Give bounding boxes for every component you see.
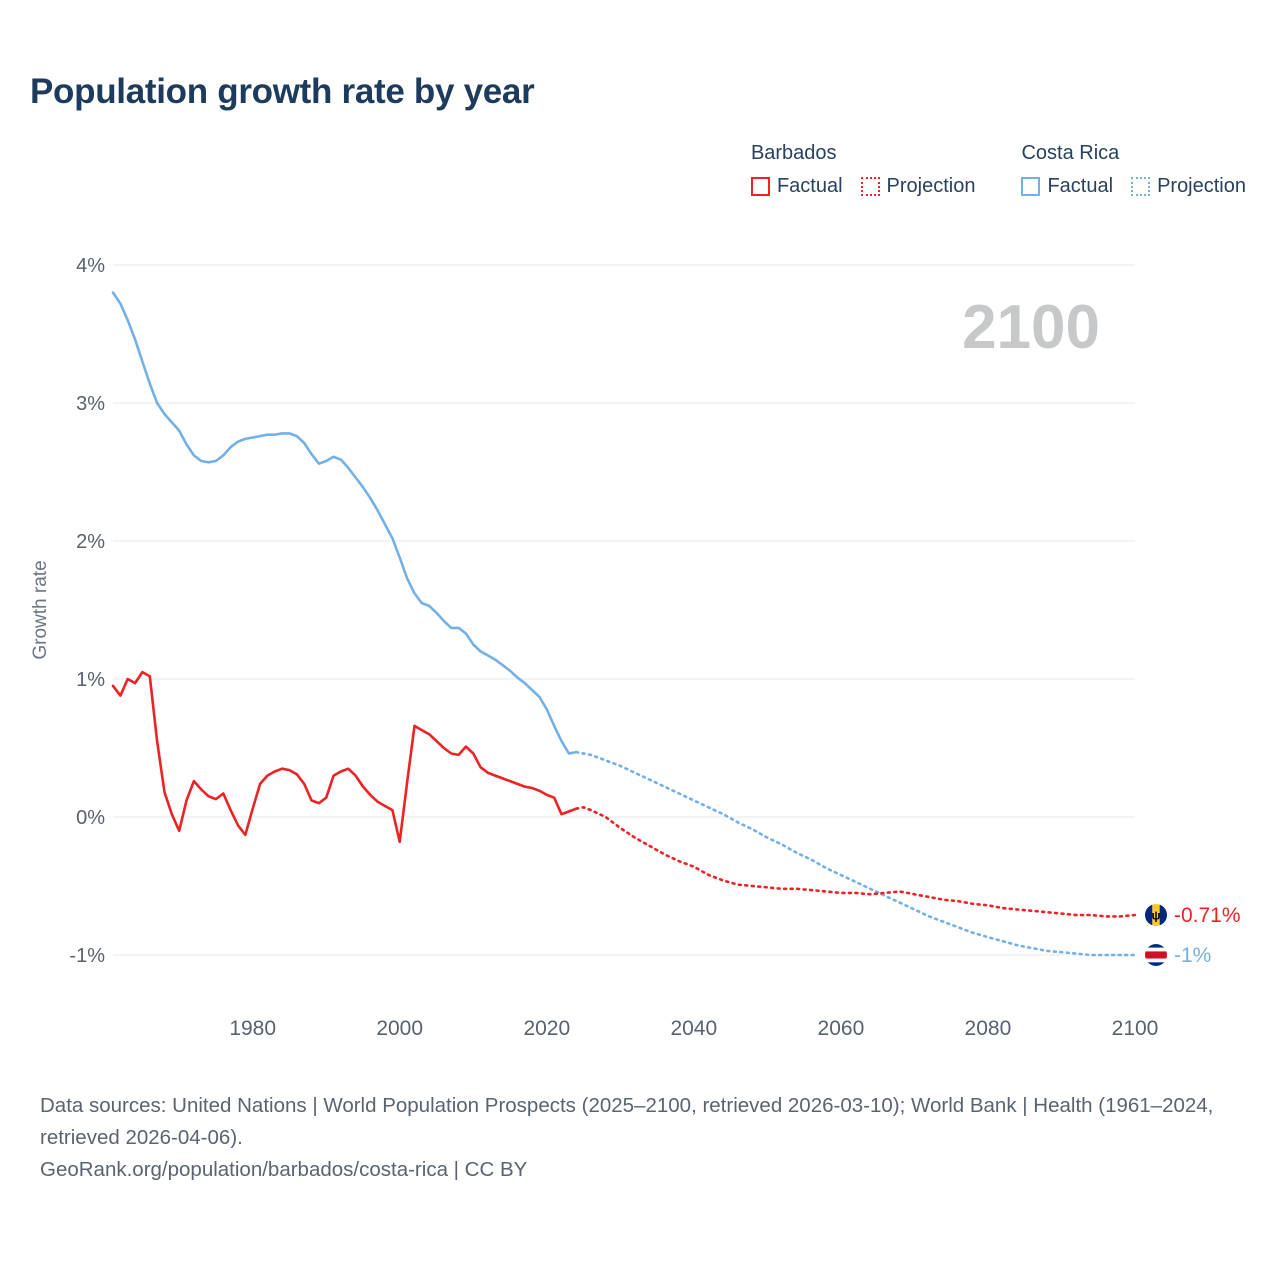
y-tick-label: 4%	[76, 255, 105, 277]
data-sources-text: Data sources: United Nations | World Pop…	[40, 1094, 1214, 1149]
projection-line-swatch-icon	[1131, 177, 1151, 196]
legend-country-costa-rica: Costa Rica	[1021, 142, 1120, 164]
y-tick-label: -1%	[69, 945, 105, 967]
legend-item-label: Projection	[886, 175, 976, 197]
projection-line-swatch-icon	[860, 177, 880, 196]
x-tick-label: 2080	[965, 1017, 1012, 1040]
x-tick-label: 2000	[376, 1017, 423, 1040]
x-tick-label: 1980	[229, 1017, 276, 1040]
watermark-year: 2100	[962, 293, 1100, 362]
y-tick-label: 0%	[76, 807, 105, 829]
end-value-label: -0.71%	[1174, 904, 1241, 927]
legend-country-barbados: Barbados	[750, 142, 837, 164]
footer: Data sources: United Nations | World Pop…	[40, 1090, 1225, 1185]
legend-item-barbados-projection[interactable]: Projection	[860, 175, 976, 198]
attribution-text: GeoRank.org/population/barbados/costa-ri…	[40, 1157, 528, 1181]
factual-line-swatch-icon	[1021, 177, 1041, 196]
growth-rate-chart: 2100 4% 3% 2% 1% 0% -1% 1980 2000 2020 2040 2060 208…	[30, 255, 1241, 1040]
legend-group-barbados: Barbados Factual Projection	[750, 142, 976, 198]
series-line-barbados-projection	[574, 805, 1137, 918]
y-axis-label: Growth rate	[30, 560, 51, 659]
legend-item-label: Projection	[1157, 175, 1246, 197]
end-value-label: -1%	[1174, 944, 1211, 967]
costa-rica-flag-icon	[1145, 944, 1167, 966]
legend-item-barbados-factual[interactable]: Factual	[750, 175, 843, 198]
svg-text:ψ: ψ	[1151, 908, 1160, 922]
end-label-barbados: ψ -0.71%	[1143, 902, 1241, 928]
y-tick-label: 2%	[76, 531, 105, 553]
series-line-costa-rica-projection	[574, 750, 1137, 957]
end-label-costa-rica: -1%	[1143, 942, 1211, 968]
legend-item-label: Factual	[776, 175, 843, 197]
legend-item-label: Factual	[1047, 175, 1114, 197]
factual-line-swatch-icon	[750, 177, 770, 196]
barbados-flag-icon: ψ	[1145, 903, 1167, 926]
series-line-costa-rica-factual	[111, 291, 578, 755]
y-tick-label: 3%	[76, 393, 105, 415]
x-tick-label: 2040	[670, 1017, 717, 1040]
series-line-barbados-factual	[111, 670, 578, 844]
page-title: Population growth rate by year	[30, 72, 535, 111]
legend-group-costa-rica: Costa Rica Factual Projection	[1021, 142, 1246, 198]
x-tick-label: 2060	[818, 1017, 865, 1040]
legend: Barbados Factual Projection Costa Rica F…	[750, 142, 1246, 198]
legend-item-costa-rica-factual[interactable]: Factual	[1021, 175, 1113, 198]
y-tick-label: 1%	[76, 669, 105, 691]
x-tick-label: 2100	[1112, 1017, 1159, 1040]
legend-item-costa-rica-projection[interactable]: Projection	[1131, 175, 1246, 198]
x-tick-label: 2020	[523, 1017, 570, 1040]
